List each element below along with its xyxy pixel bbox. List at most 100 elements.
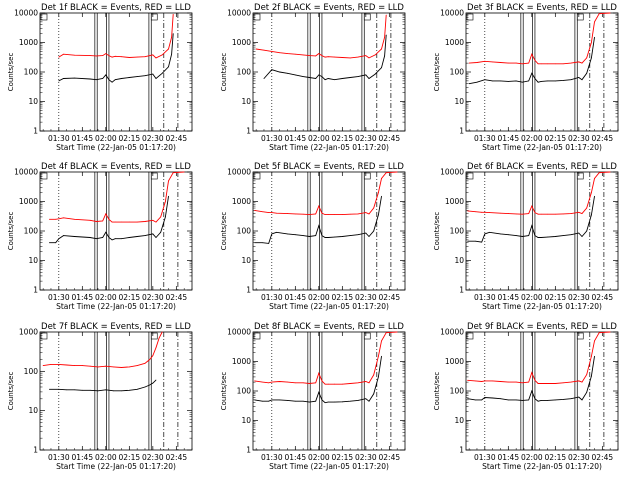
y-tick-label: 10000 xyxy=(227,328,251,337)
data-point-events xyxy=(554,399,556,401)
y-tick-label: 10 xyxy=(28,406,38,415)
data-point-events xyxy=(63,235,64,236)
data-point-lld xyxy=(341,383,343,385)
y-tick-label: 10 xyxy=(28,256,38,265)
data-point-events xyxy=(377,214,379,216)
flag-box-left xyxy=(253,172,261,180)
y-tick-label: 1 xyxy=(246,286,251,295)
flag-box-right xyxy=(576,332,584,340)
data-point-lld xyxy=(570,62,572,64)
data-point-events xyxy=(321,76,323,77)
data-point-lld xyxy=(475,380,476,382)
data-point-lld xyxy=(476,62,478,63)
data-point-events xyxy=(489,231,490,233)
data-point-events xyxy=(74,236,75,237)
y-tick-label: 1 xyxy=(33,286,38,295)
data-point-lld xyxy=(63,53,64,55)
data-point-lld xyxy=(321,212,323,214)
data-point-lld xyxy=(58,56,60,58)
data-point-events xyxy=(484,233,486,235)
y-tick-label: 1 xyxy=(33,446,38,455)
x-tick-label: 01:45 xyxy=(284,134,306,143)
series-line-lld xyxy=(256,15,387,59)
y-tick-label: 100 xyxy=(24,68,39,77)
flag-box-right xyxy=(363,13,371,21)
flag-box-left xyxy=(466,172,474,180)
data-point-events xyxy=(128,77,130,78)
data-point-events xyxy=(581,399,583,401)
data-point-lld xyxy=(318,53,320,55)
data-point-lld xyxy=(334,214,335,215)
data-point-events xyxy=(58,238,60,240)
data-point-events xyxy=(578,232,580,234)
panel-2: Det 2f BLACK = Events, RED = LLD 1 10 100 10… xyxy=(220,3,406,152)
panel-title: Det 5f BLACK = Events, RED = LLD xyxy=(254,162,404,172)
panel-9: Det 9f BLACK = Events, RED = LLD 1 10 100 10… xyxy=(433,322,619,471)
data-point-events xyxy=(481,241,483,243)
x-tick-label: 02:15 xyxy=(545,293,567,302)
data-point-lld xyxy=(341,57,343,58)
data-point-events xyxy=(581,79,583,81)
flag-box-left xyxy=(40,13,48,21)
data-point-events xyxy=(507,399,509,401)
series-line-events xyxy=(254,356,382,404)
y-tick-label: 1000 xyxy=(232,38,251,47)
data-point-lld xyxy=(327,383,329,385)
data-point-lld xyxy=(302,213,304,215)
data-point-events xyxy=(467,398,468,400)
data-point-lld xyxy=(594,178,595,179)
data-point-lld xyxy=(554,213,556,215)
y-tick-label: 100 xyxy=(237,227,252,236)
data-point-events xyxy=(327,401,329,403)
data-point-events xyxy=(105,74,107,76)
data-point-lld xyxy=(271,212,273,214)
data-point-lld xyxy=(507,213,509,214)
data-point-events xyxy=(522,236,523,237)
data-point-lld xyxy=(96,221,97,222)
series-line-events xyxy=(263,34,387,81)
y-tick-label: 1000 xyxy=(19,38,38,47)
data-point-lld xyxy=(97,366,99,368)
data-point-events xyxy=(484,397,486,398)
data-point-lld xyxy=(136,56,138,58)
data-point-lld xyxy=(294,213,296,215)
data-point-events xyxy=(144,235,146,236)
x-tick-label: 01:45 xyxy=(284,293,306,302)
data-point-lld xyxy=(598,332,600,334)
data-point-events xyxy=(475,399,476,401)
data-point-lld xyxy=(594,21,595,23)
y-axis-label: Counts/sec xyxy=(220,372,228,411)
y-tick-label: 1000 xyxy=(19,197,38,206)
data-point-lld xyxy=(598,172,600,174)
data-point-lld xyxy=(531,372,533,374)
data-point-lld xyxy=(254,209,255,211)
data-point-lld xyxy=(609,12,611,14)
data-point-lld xyxy=(66,364,68,366)
data-point-events xyxy=(309,77,310,78)
x-axis-label: Start Time (22-Jan-05 01:17:20) xyxy=(269,143,389,152)
x-tick-label: 02:30 xyxy=(568,453,590,462)
data-point-events xyxy=(373,393,375,395)
x-tick-label: 02:45 xyxy=(166,453,188,462)
data-point-lld xyxy=(531,53,533,55)
data-point-lld xyxy=(114,221,116,223)
data-point-lld xyxy=(315,213,317,215)
data-point-lld xyxy=(581,213,583,214)
x-tick-label: 01:45 xyxy=(497,293,519,302)
data-point-events xyxy=(594,195,595,197)
data-point-lld xyxy=(309,55,310,56)
x-tick-label: 01:30 xyxy=(261,453,283,462)
data-point-lld xyxy=(128,366,130,368)
data-point-lld xyxy=(578,61,580,63)
x-tick-label: 02:00 xyxy=(521,134,543,143)
data-point-lld xyxy=(96,55,97,57)
data-point-events xyxy=(500,233,501,235)
x-tick-label: 02:30 xyxy=(568,293,590,302)
data-point-lld xyxy=(105,213,107,215)
data-point-lld xyxy=(155,57,157,59)
data-point-events xyxy=(302,76,304,77)
data-point-events xyxy=(590,214,592,216)
data-point-lld xyxy=(500,212,501,214)
flag-box-right xyxy=(150,332,158,340)
flag-box-left xyxy=(466,332,474,340)
